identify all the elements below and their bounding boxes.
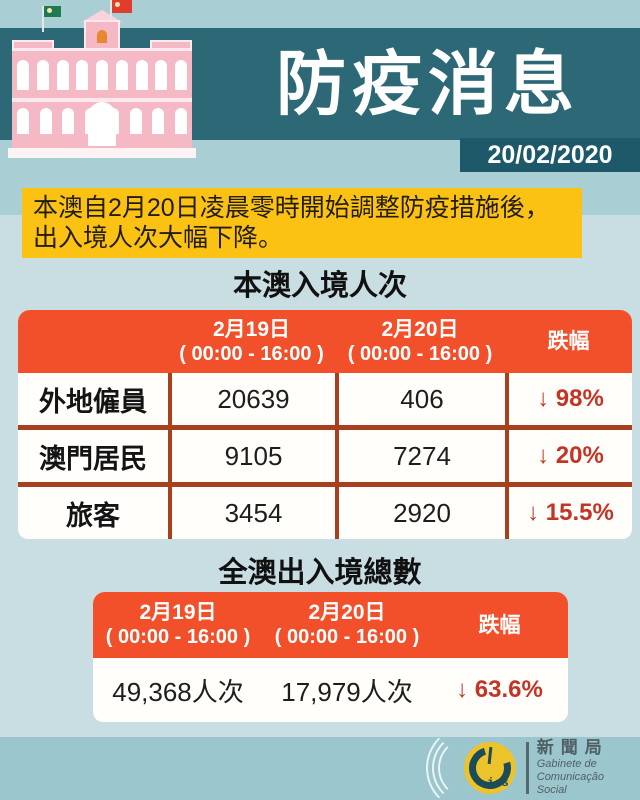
notice-box: 本澳自2月20日凌晨零時開始調整防疫措施後， 出入境人次大幅下降。 — [22, 188, 582, 258]
building-lower-windows — [17, 108, 187, 134]
total-table-header: 2月19日 ( 00:00 - 16:00 ) 2月20日 ( 00:00 - … — [93, 592, 568, 658]
table-row: 外地僱員 20639 406 ↓ 98% — [18, 373, 632, 425]
entry-table: 2月19日 ( 00:00 - 16:00 ) 2月20日 ( 00:00 - … — [18, 310, 632, 539]
entry-table-body: 外地僱員 20639 406 ↓ 98% 澳門居民 9105 7274 ↓ 20… — [18, 373, 632, 539]
gcs-logo: ics 新聞局 Gabinete de Comunicação Social — [426, 724, 636, 800]
entry-header-drop-label: 跌幅 — [547, 330, 590, 353]
total-table: 2月19日 ( 00:00 - 16:00 ) 2月20日 ( 00:00 - … — [93, 592, 568, 722]
total-header-day1-time: ( 00:00 - 16:00 ) — [105, 626, 251, 648]
row-drop-value: ↓ 98% — [505, 373, 632, 425]
signal-waves-icon — [426, 724, 464, 800]
building-upper-windows — [17, 60, 187, 90]
building-roof — [82, 10, 122, 22]
notice-line-2: 出入境人次大幅下降。 — [33, 224, 284, 252]
row-day1-value: 9105 — [168, 430, 335, 482]
total-header-day1-date: 2月19日 — [139, 601, 217, 624]
total-header-day2-date: 2月20日 — [308, 601, 386, 624]
org-name-pt-line2: Comunicação Social — [536, 771, 605, 796]
org-name-block: 新聞局 Gabinete de Comunicação Social — [537, 738, 636, 797]
total-header-day2-time: ( 00:00 - 16:00 ) — [274, 626, 420, 648]
background-footer-band — [0, 737, 640, 800]
total-header-day1: 2月19日 ( 00:00 - 16:00 ) — [93, 592, 263, 658]
page-title: 防疫消息 — [276, 47, 580, 124]
date-badge: 20/02/2020 — [460, 138, 640, 172]
entry-header-day1-time: ( 00:00 - 16:00 ) — [179, 342, 324, 365]
macau-flag-pole — [42, 6, 44, 32]
row-drop-value: ↓ 15.5% — [505, 487, 632, 539]
total-header-drop: 跌幅 — [431, 592, 568, 658]
entry-header-drop: 跌幅 — [505, 310, 632, 373]
entry-header-day2: 2月20日 ( 00:00 - 16:00 ) — [335, 310, 505, 373]
table-row: 澳門居民 9105 7274 ↓ 20% — [18, 425, 632, 482]
gcs-emblem-icon: ics — [461, 739, 519, 796]
entry-header-day2-date: 2月20日 — [381, 317, 459, 341]
gcs-emblem-acronym: ics — [487, 775, 509, 790]
total-header-drop-label: 跌幅 — [478, 613, 521, 637]
org-name-zh: 新聞局 — [536, 738, 609, 757]
building-door — [88, 102, 116, 146]
row-day2-value: 7274 — [335, 430, 505, 482]
china-flag-pole — [110, 0, 112, 22]
logo-divider — [525, 741, 529, 794]
notice-line-1: 本澳自2月20日凌晨零時開始調整防疫措施後， — [33, 194, 550, 222]
total-table-body: 49,368人次 17,979人次 ↓ 63.6% — [93, 658, 568, 722]
row-day1-value: 20639 — [168, 373, 335, 425]
entry-header-day2-time: ( 00:00 - 16:00 ) — [347, 342, 493, 365]
entry-header-day1-date: 2月19日 — [212, 317, 291, 341]
building-cornice — [12, 98, 192, 102]
row-drop-value: ↓ 20% — [505, 430, 632, 482]
building-base — [8, 148, 196, 158]
org-name-pt-line1: Gabinete de — [536, 758, 597, 770]
row-label: 外地僱員 — [39, 386, 147, 417]
row-day2-value: 2920 — [335, 487, 505, 539]
total-day2-value: 17,979人次 — [281, 676, 413, 707]
row-day1-value: 3454 — [168, 487, 335, 539]
entry-table-header: 2月19日 ( 00:00 - 16:00 ) 2月20日 ( 00:00 - … — [18, 310, 632, 373]
row-day2-value: 406 — [335, 373, 505, 425]
table-row: 旅客 3454 2920 ↓ 15.5% — [18, 482, 632, 539]
china-flag-icon — [112, 0, 132, 13]
total-header-day2: 2月20日 ( 00:00 - 16:00 ) — [263, 592, 431, 658]
total-day1-value: 49,368人次 — [112, 676, 244, 707]
entry-header-empty — [18, 310, 168, 373]
building-emblem — [97, 30, 107, 43]
china-flag-stars — [115, 2, 120, 7]
entry-header-day1: 2月19日 ( 00:00 - 16:00 ) — [168, 310, 335, 373]
row-label: 澳門居民 — [39, 443, 147, 474]
total-section-title: 全澳出入境總數 — [218, 557, 422, 589]
macau-flag-icon — [44, 6, 61, 17]
row-label: 旅客 — [66, 500, 120, 531]
total-drop-value: ↓ 63.6% — [456, 676, 543, 703]
entry-section-title: 本澳入境人次 — [232, 270, 407, 302]
macau-flag-lotus — [47, 8, 52, 13]
government-building-illustration — [8, 0, 196, 158]
